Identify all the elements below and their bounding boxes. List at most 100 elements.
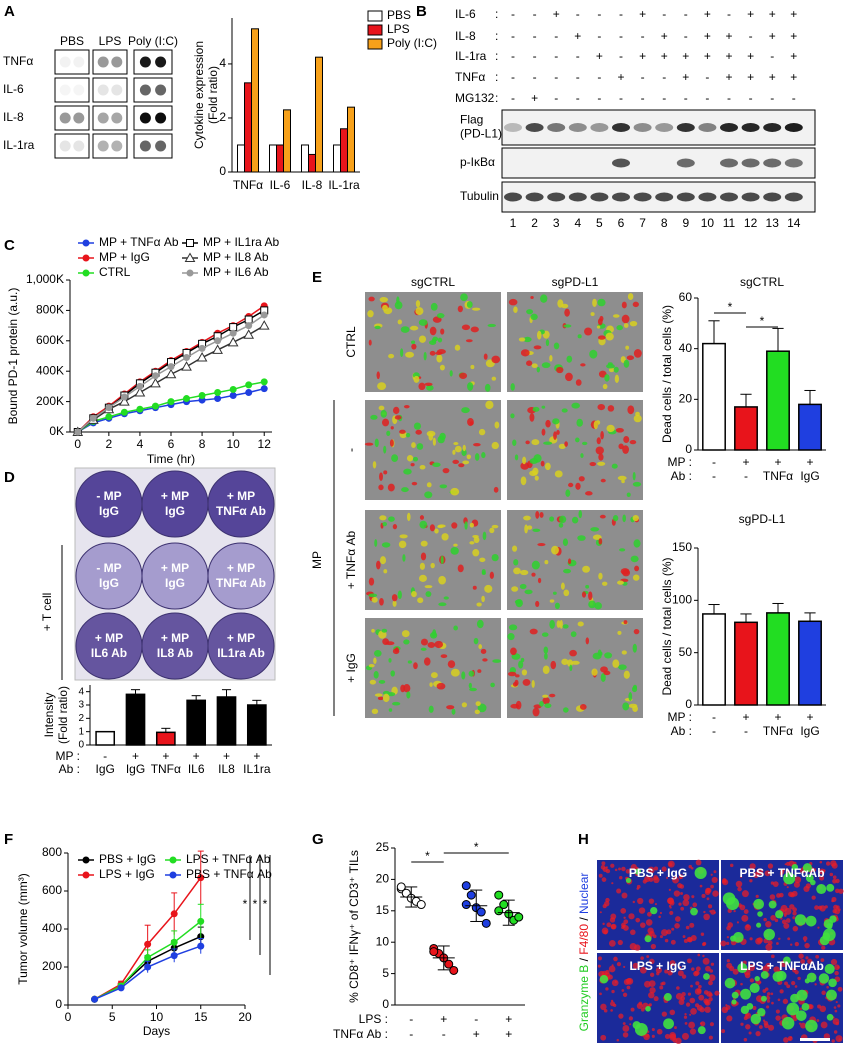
cell [491,355,501,364]
signal [637,897,644,905]
signal [689,997,696,1004]
signal [760,971,769,979]
cell [634,565,640,572]
signal [766,1005,770,1009]
signal [681,1032,689,1040]
band [655,123,674,132]
marker [227,336,239,347]
cell [549,354,553,362]
signal [666,876,669,879]
cell [462,444,466,452]
y-tick-label: 400K [36,363,64,377]
cell [541,362,551,369]
cell [613,366,619,373]
signal [610,1009,613,1012]
cell [543,653,548,660]
cell [401,487,409,493]
cell [381,418,390,427]
cell [461,702,468,708]
legend-label: Poly (I:C) [387,36,437,50]
blot-dot [73,56,85,68]
cell [377,696,384,701]
cell [470,364,475,370]
signal [776,942,779,945]
signal [644,980,651,988]
cell [582,565,591,573]
x-tick-label: TNFα [233,178,263,192]
signal [630,929,636,936]
cell [373,657,377,664]
row-label: + [473,1027,480,1041]
marker [229,329,237,337]
y-tick-label: 40 [679,341,693,355]
data-point [416,900,426,910]
cell [443,596,449,600]
group-label: MP [310,551,324,569]
cell [571,660,580,665]
signal [669,960,676,967]
cell [632,481,642,487]
cell [398,540,407,549]
treatment-sign: + [704,7,711,21]
marker [82,871,90,879]
signal [731,991,739,999]
panel-letter: D [4,469,15,486]
cell [374,438,379,448]
signal [733,909,736,913]
signal [622,1025,630,1032]
cell [379,296,389,303]
cell [382,522,387,527]
cell [584,327,593,336]
cell [477,669,482,673]
signal [638,1001,643,1006]
cell [418,382,426,391]
signal [622,1022,626,1026]
signal [797,976,801,981]
row-label: + [806,710,813,724]
cell [551,545,559,555]
cell [485,400,494,410]
signal [745,1024,751,1030]
cell [604,374,610,382]
cell [623,436,630,444]
signal [838,888,844,894]
cell [535,510,540,519]
lane-number: 3 [553,216,560,230]
signal [651,1027,655,1032]
treatment-sign: - [554,70,558,84]
signal [794,985,798,988]
blot-row-label: IL-8 [3,110,24,124]
separator: : [495,29,498,43]
band [525,192,544,202]
cell [430,562,435,569]
treatment-sign: + [704,29,711,43]
signal [755,1031,761,1037]
signal [779,892,784,898]
signal [763,1020,769,1026]
cell [387,483,395,492]
y-axis-label: Tumor volume (mm³) [16,873,30,985]
cell [531,680,535,688]
signal [611,979,619,987]
cell [478,428,486,436]
signal [826,883,835,892]
cell [622,445,630,454]
signal [793,881,800,888]
signal [786,984,791,989]
cell [544,559,549,565]
signal [702,954,705,958]
band-label: p-IκBα [460,155,495,169]
signal [663,993,672,1001]
signal [726,962,733,969]
cell [597,404,606,411]
signal [664,1033,671,1040]
cell [382,304,388,311]
signal [800,958,806,964]
signal [599,911,602,914]
band [590,123,609,132]
cell [541,405,546,409]
data-point [461,881,471,891]
signal [736,921,740,924]
cell [571,402,580,409]
cell [515,700,522,710]
